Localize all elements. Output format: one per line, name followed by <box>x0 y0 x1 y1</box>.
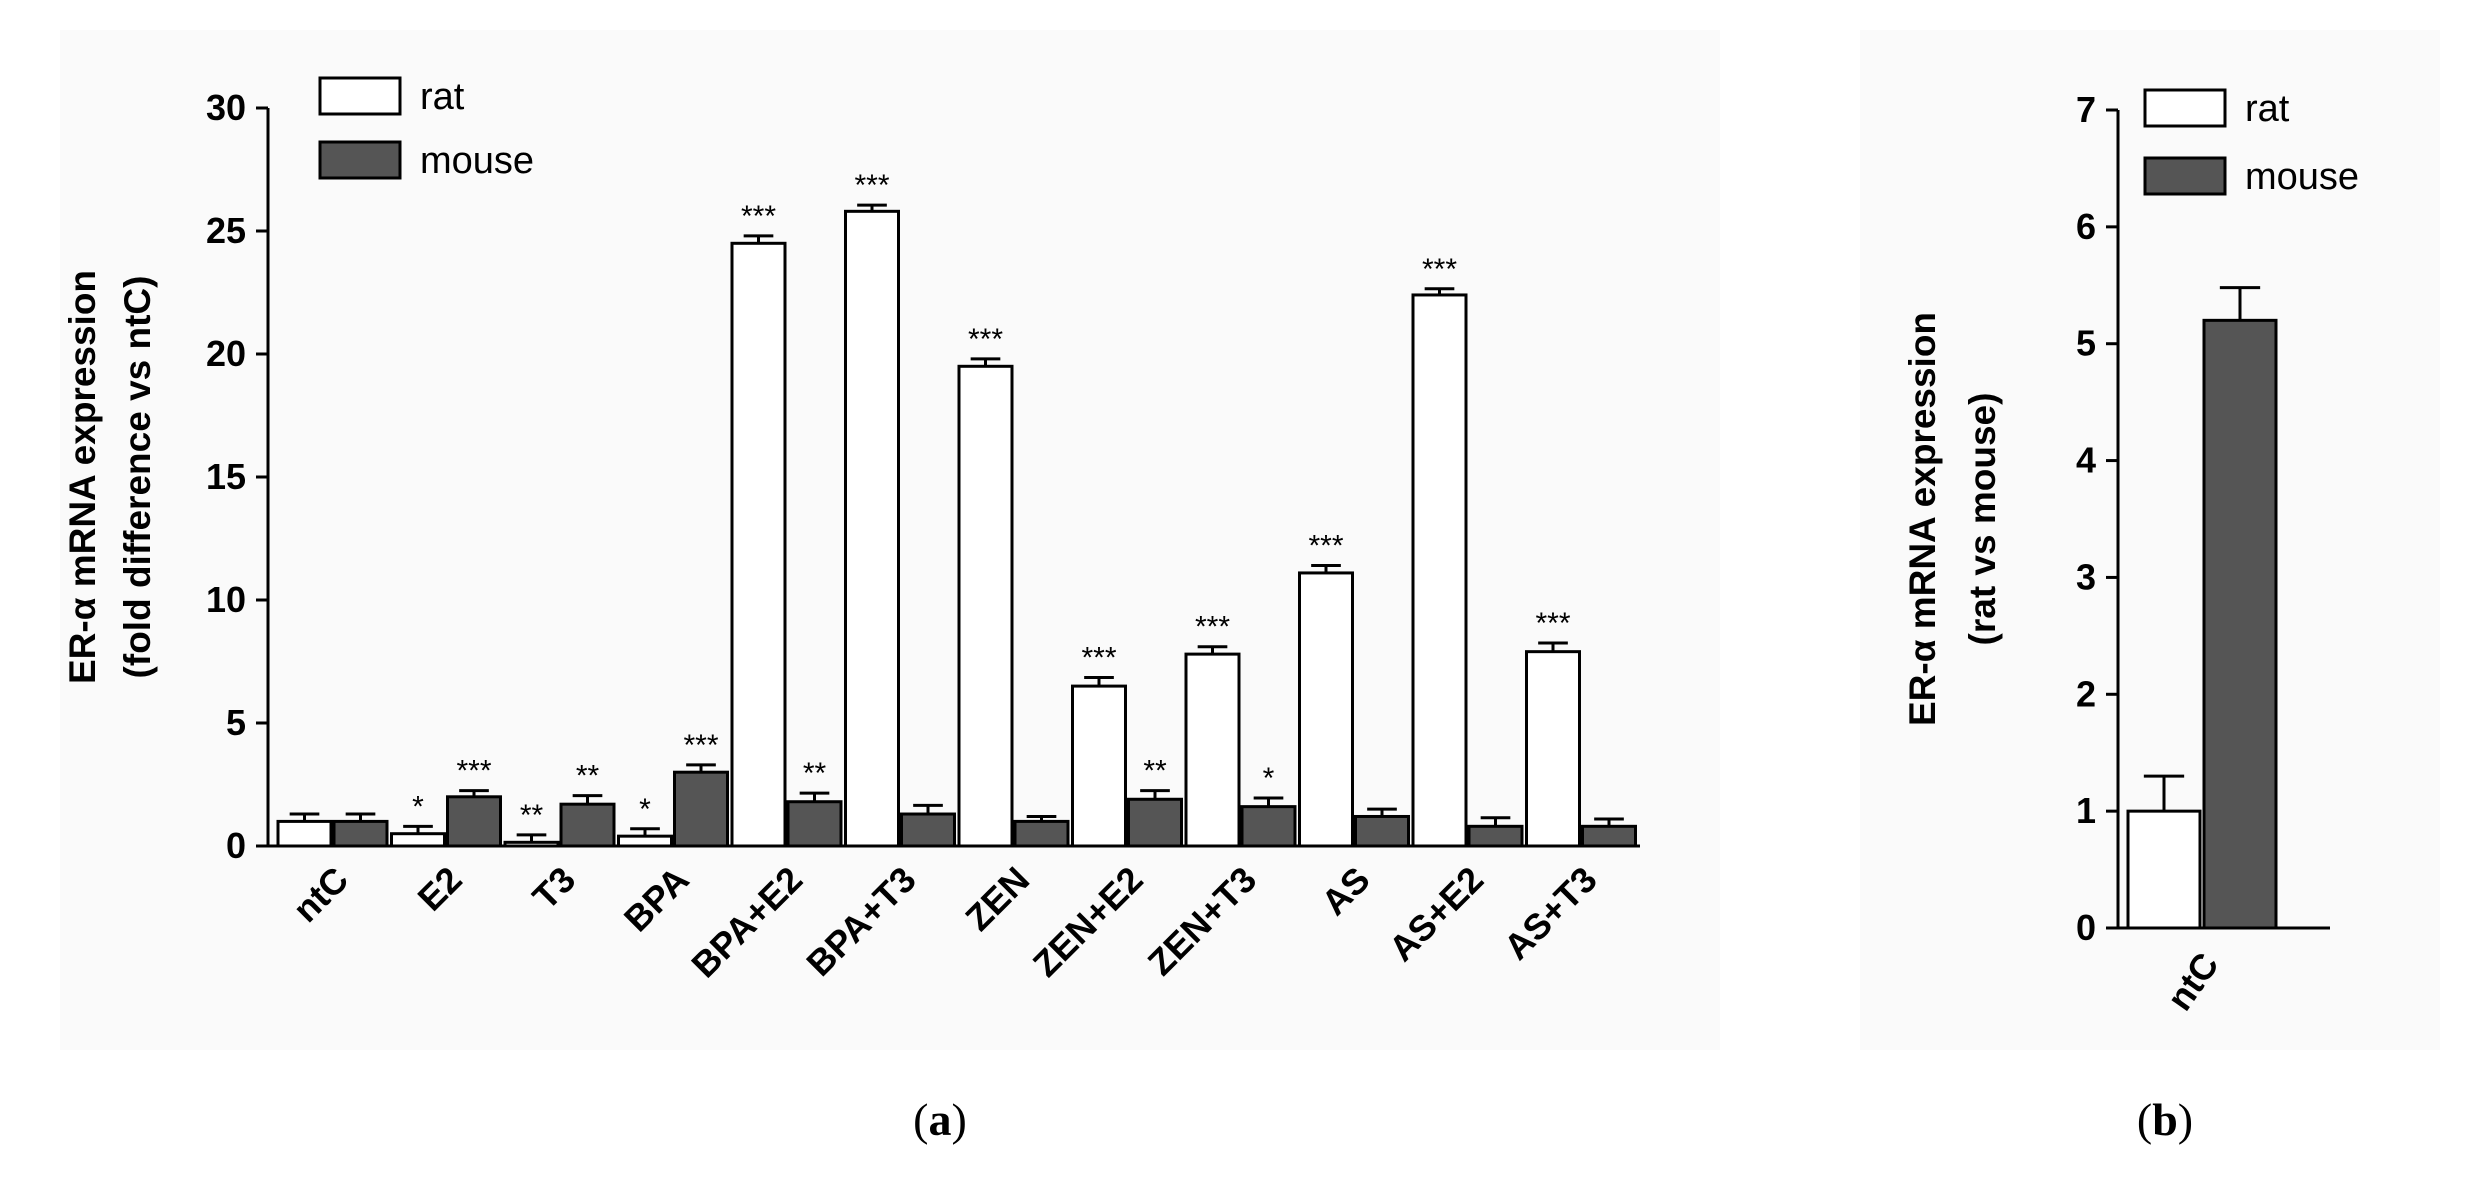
legend-swatch-mouse <box>2143 156 2227 196</box>
bar-mouse <box>559 802 616 848</box>
bar-mouse <box>786 800 843 848</box>
bar-rat <box>1525 650 1581 848</box>
legend: rat mouse <box>318 76 534 182</box>
significance-label: * <box>1263 762 1275 795</box>
bar-rat <box>503 840 560 848</box>
significance-label: *** <box>1535 607 1570 640</box>
significance-label: ** <box>520 799 544 832</box>
bar-mouse <box>446 795 502 848</box>
significance-label: * <box>412 790 424 823</box>
bar-mouse <box>332 819 389 848</box>
bar-rat <box>1411 293 1468 848</box>
bar-mouse <box>900 812 956 848</box>
y-tick-label: 0 <box>226 825 246 866</box>
bar-rat <box>2126 809 2202 930</box>
panel-label-b-letter: b <box>2152 1094 2178 1145</box>
bar-mouse <box>1354 814 1410 848</box>
legend-label-mouse: mouse <box>420 140 534 182</box>
panel-label-b: (b) <box>2137 1094 2193 1145</box>
bar-rat <box>844 209 900 848</box>
bar-rat <box>1298 571 1354 848</box>
significance-label: *** <box>1422 253 1457 286</box>
bar-rat <box>276 819 333 848</box>
y-axis-label-line: (rat vs mouse) <box>1962 393 2003 646</box>
y-tick-label: 7 <box>2076 89 2096 130</box>
y-tick-label: 3 <box>2076 556 2096 597</box>
bar-rat <box>617 834 673 848</box>
legend-swatch-rat <box>318 76 402 116</box>
bar-mouse <box>1127 797 1183 848</box>
y-tick-label: 20 <box>206 333 246 374</box>
significance-label: *** <box>1308 530 1343 563</box>
bar-mouse <box>1581 824 1637 848</box>
y-tick-label: 4 <box>2076 440 2096 481</box>
bar-mouse <box>2202 318 2278 930</box>
y-tick-label: 5 <box>226 702 246 743</box>
y-tick-label: 1 <box>2076 790 2096 831</box>
bars <box>2126 286 2278 930</box>
bar-rat <box>730 241 787 848</box>
y-axis-label: ER-α mRNA expression (rat vs mouse) <box>1902 312 2003 726</box>
y-tick-label: 15 <box>206 456 246 497</box>
significance-label: ** <box>576 760 600 793</box>
bars: ****************************************… <box>276 169 1637 848</box>
y-tick-label: 10 <box>206 579 246 620</box>
panel-label-a-letter: a <box>929 1094 952 1145</box>
bar-mouse <box>1467 824 1524 848</box>
y-axis-label-line: (fold difference vs ntC) <box>117 276 158 679</box>
y-tick-label: 30 <box>206 87 246 128</box>
y-tick-label: 0 <box>2076 907 2096 948</box>
y-tick-label: 5 <box>2076 323 2096 364</box>
significance-label: *** <box>854 169 889 202</box>
bar-mouse <box>673 770 729 848</box>
legend: rat mouse <box>2143 88 2359 198</box>
bar-rat <box>390 832 446 848</box>
y-tick-label: 25 <box>206 210 246 251</box>
significance-label: *** <box>741 200 776 233</box>
significance-label: ** <box>803 757 827 790</box>
y-tick-label: 6 <box>2076 206 2096 247</box>
bar-mouse <box>1240 805 1297 848</box>
legend-swatch-mouse <box>318 140 402 180</box>
significance-label: *** <box>968 323 1003 356</box>
y-tick-label: 2 <box>2076 673 2096 714</box>
legend-swatch-rat <box>2143 88 2227 128</box>
legend-label-mouse: mouse <box>2245 156 2359 198</box>
legend-label-rat: rat <box>420 76 465 118</box>
significance-label: *** <box>1081 641 1116 674</box>
y-axis-label-line: ER-α mRNA expression <box>62 270 103 684</box>
significance-label: *** <box>456 755 491 788</box>
legend-label-rat: rat <box>2245 88 2290 130</box>
bar-rat <box>1184 652 1241 848</box>
significance-label: *** <box>1195 611 1230 644</box>
y-axis-label-line: ER-α mRNA expression <box>1902 312 1943 726</box>
bar-rat <box>957 364 1014 848</box>
y-axis-label: ER-α mRNA expression (fold difference vs … <box>62 270 158 684</box>
significance-label: ** <box>1143 755 1167 788</box>
significance-label: * <box>639 793 651 826</box>
significance-label: *** <box>683 729 718 762</box>
panel-label-a: (a) <box>913 1094 967 1145</box>
bar-mouse <box>1013 819 1070 848</box>
bar-rat <box>1071 684 1127 848</box>
chart-b: ER-α mRNA expression (rat vs mouse) 0 1 2 3 4… <box>1902 88 2359 1018</box>
